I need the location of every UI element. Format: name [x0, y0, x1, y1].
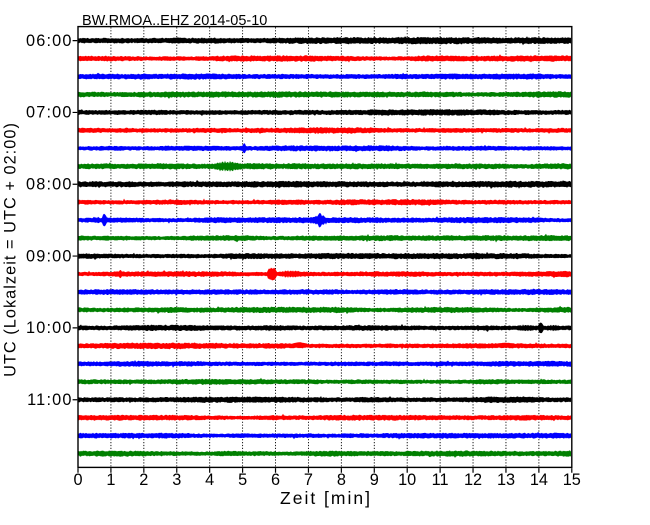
svg-text:Zeit [min]: Zeit [min]: [280, 488, 372, 508]
svg-text:7: 7: [304, 471, 313, 489]
svg-text:2: 2: [139, 471, 148, 489]
svg-text:4: 4: [205, 471, 214, 489]
svg-text:0: 0: [73, 471, 82, 489]
svg-text:09:00: 09:00: [26, 247, 73, 265]
svg-text:10:00: 10:00: [26, 319, 73, 337]
svg-text:8: 8: [337, 471, 346, 489]
svg-text:06:00: 06:00: [26, 32, 73, 50]
svg-text:5: 5: [238, 471, 247, 489]
svg-text:UTC (Lokalzeit = UTC + 02:00): UTC (Lokalzeit = UTC + 02:00): [2, 122, 20, 377]
svg-text:3: 3: [172, 471, 181, 489]
svg-text:1: 1: [106, 471, 115, 489]
svg-text:11:00: 11:00: [27, 391, 73, 409]
svg-text:9: 9: [370, 471, 379, 489]
svg-text:10: 10: [398, 471, 416, 489]
svg-text:11: 11: [432, 471, 449, 489]
svg-text:12: 12: [464, 471, 482, 489]
svg-text:13: 13: [497, 471, 515, 489]
svg-text:BW.RMOA..EHZ 2014-05-10: BW.RMOA..EHZ 2014-05-10: [82, 13, 267, 29]
svg-text:08:00: 08:00: [26, 176, 73, 194]
svg-text:07:00: 07:00: [26, 104, 73, 122]
svg-text:15: 15: [563, 471, 581, 489]
svg-text:6: 6: [271, 471, 280, 489]
svg-text:14: 14: [530, 471, 548, 489]
